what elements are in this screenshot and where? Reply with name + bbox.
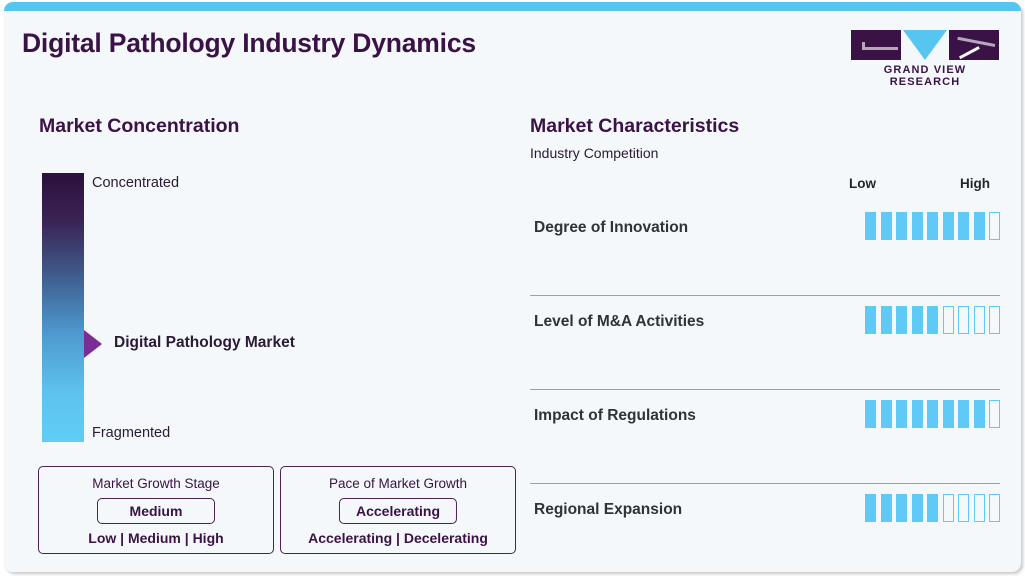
gauge-bar-filled <box>880 400 892 428</box>
characteristic-row: Regional Expansion <box>530 484 1000 572</box>
market-growth-stage-box: Market Growth Stage Medium Low | Medium … <box>38 466 274 554</box>
gauge-bar-filled <box>942 212 954 240</box>
market-characteristics-rows: Degree of Innovation Level of M&A Activit… <box>530 202 1000 572</box>
gauge-bar-filled <box>896 212 907 240</box>
gauge-bar-filled <box>865 212 876 240</box>
gauge-bar-filled <box>880 212 892 240</box>
market-position-label: Digital Pathology Market <box>114 334 295 351</box>
logo-swoosh-line <box>957 36 996 47</box>
gauge-bar-filled <box>973 212 985 240</box>
gauge-bar-filled <box>927 400 938 428</box>
gauge-bar-filled <box>880 306 892 334</box>
gauge-bar-empty <box>973 494 985 522</box>
market-growth-stage-scale: Low | Medium | High <box>88 530 224 546</box>
gauge-bar-filled <box>911 212 923 240</box>
page-title: Digital Pathology Industry Dynamics <box>22 28 476 58</box>
market-growth-stage-title: Market Growth Stage <box>92 476 220 491</box>
gauge-bar-filled <box>865 494 876 522</box>
logo-left-rect-icon <box>851 30 901 60</box>
gauge-bar-filled <box>865 306 876 334</box>
gauge-bar-empty <box>973 306 985 334</box>
characteristic-label: Impact of Regulations <box>534 407 696 424</box>
characteristic-label: Regional Expansion <box>534 501 683 518</box>
gauge-bar-empty <box>942 306 954 334</box>
logo-swoosh-highlight <box>958 46 980 59</box>
pace-of-market-growth-title: Pace of Market Growth <box>328 476 468 491</box>
characteristic-label: Degree of Innovation <box>534 219 689 236</box>
gauge-bar-empty <box>989 494 1000 522</box>
market-position-arrow-icon <box>84 330 102 358</box>
characteristic-row: Degree of Innovation <box>530 202 1000 296</box>
gauge-bar-filled <box>942 400 954 428</box>
gauge-bar-filled <box>896 494 907 522</box>
gauge-bar-filled <box>865 400 876 428</box>
gauge-bar-filled <box>927 494 938 522</box>
logo-marks <box>851 30 999 60</box>
scale-label-fragmented: Fragmented <box>92 425 171 441</box>
gauge-bar-filled <box>911 400 923 428</box>
pace-of-market-growth-value: Accelerating <box>338 498 458 524</box>
logo-wordmark: GRAND VIEW RESEARCH <box>883 64 967 88</box>
gauge-bar-empty <box>958 306 969 334</box>
market-characteristics-heading: Market Characteristics <box>530 115 740 137</box>
gauge-scale-low-label: Low <box>849 176 876 191</box>
gauge-scale-high-label: High <box>960 176 990 191</box>
gauge-bar-empty <box>989 400 1000 428</box>
gauge-bar-filled <box>958 400 969 428</box>
characteristic-gauge <box>865 306 1000 334</box>
gauge-bar-empty <box>958 494 969 522</box>
characteristic-row: Level of M&A Activities <box>530 296 1000 390</box>
market-growth-stage-value: Medium <box>97 498 215 524</box>
gauge-bar-filled <box>973 400 985 428</box>
logo-triangle-icon <box>903 30 947 60</box>
gauge-bar-filled <box>896 306 907 334</box>
pace-of-market-growth-scale: Accelerating | Decelerating <box>308 530 488 546</box>
gauge-bar-filled <box>927 212 938 240</box>
market-characteristics-subheading: Industry Competition <box>530 145 659 161</box>
gauge-bar-empty <box>989 306 1000 334</box>
concentration-gradient-bar <box>42 173 84 442</box>
accent-top-bar <box>4 2 1021 11</box>
logo-left-horizontal-line <box>862 47 898 50</box>
gauge-bar-filled <box>927 306 938 334</box>
characteristic-row: Impact of Regulations <box>530 390 1000 484</box>
scale-label-concentrated: Concentrated <box>92 175 180 191</box>
gauge-bar-filled <box>896 400 907 428</box>
market-concentration-heading: Market Concentration <box>39 115 240 137</box>
characteristic-gauge <box>865 494 1000 522</box>
infographic-card: Digital Pathology Industry Dynamics GRAN… <box>4 2 1021 572</box>
brand-logo: GRAND VIEW RESEARCH <box>851 30 999 88</box>
gauge-bar-filled <box>911 306 923 334</box>
characteristic-label: Level of M&A Activities <box>534 313 705 330</box>
gauge-bar-filled <box>958 212 969 240</box>
logo-right-rect-icon <box>949 30 999 60</box>
characteristic-gauge <box>865 212 1000 240</box>
gauge-bar-filled <box>911 494 923 522</box>
pace-of-market-growth-box: Pace of Market Growth Accelerating Accel… <box>280 466 516 554</box>
characteristic-gauge <box>865 400 1000 428</box>
logo-left-vertical-tick <box>862 42 865 49</box>
gauge-bar-empty <box>942 494 954 522</box>
gauge-bar-empty <box>989 212 1000 240</box>
gauge-bar-filled <box>880 494 892 522</box>
